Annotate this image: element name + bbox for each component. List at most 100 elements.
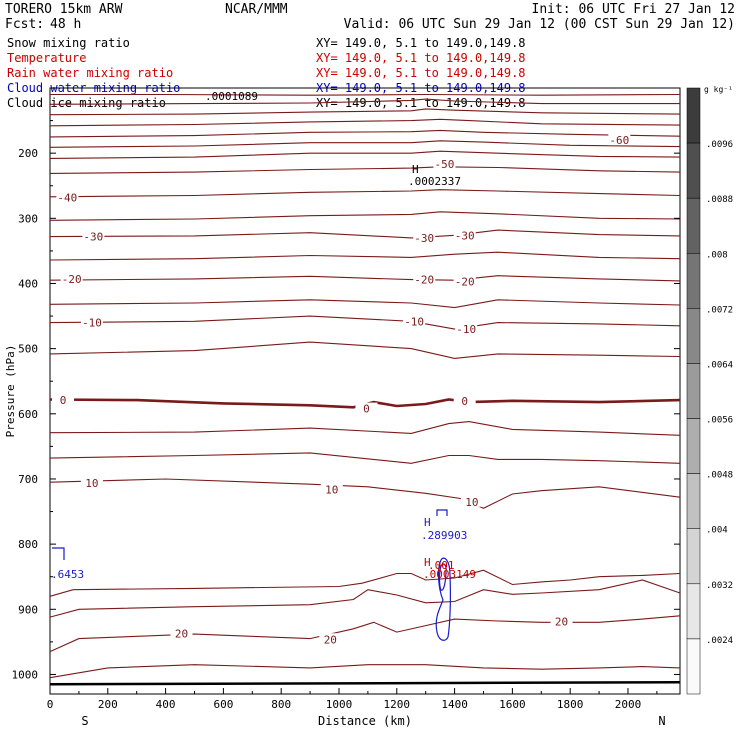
field-xy-rain: XY= 149.0, 5.1 to 149.0,149.8: [316, 66, 526, 80]
isotherm-line: [49, 341, 681, 359]
colorbar-swatch: [686, 418, 701, 474]
isotherm-line: [49, 299, 681, 309]
contour-label: 20: [175, 627, 188, 640]
x-tick-label: 800: [271, 698, 291, 711]
colorbar-label: .0072: [706, 305, 733, 315]
rain-max-value: .0003149: [423, 568, 476, 581]
contour-label-bg: [403, 315, 426, 327]
isotherm-line: [49, 229, 681, 239]
y-tick-label: 1000: [12, 668, 39, 681]
cloud-max-h: H: [424, 516, 431, 529]
y-tick-label: 300: [18, 212, 38, 225]
contour-label: 0: [60, 394, 67, 407]
field-name-temperature: Temperature: [7, 51, 86, 65]
rain-max-h: H: [424, 556, 431, 569]
colorbar-label: .008: [706, 250, 728, 260]
x-tick-label: 200: [98, 698, 118, 711]
contour-label: 20: [324, 633, 337, 646]
colorbar-label: .0096: [706, 140, 733, 150]
colorbar-swatch: [686, 638, 701, 695]
colorbar-swatch: [686, 473, 701, 529]
y-tick-label: 700: [18, 473, 38, 486]
contour-label: 10: [465, 496, 478, 509]
colorbar-unit: g kg⁻¹: [704, 85, 733, 94]
contour-label-bg: [460, 495, 483, 507]
colorbar-swatch: [686, 363, 701, 419]
x-axis-south-label: S: [81, 714, 88, 728]
contour-label: -10: [404, 315, 424, 328]
isotherm-zero: [49, 398, 681, 409]
isotherm-line: [49, 98, 680, 105]
isotherm-line: [49, 478, 681, 509]
isotherm-line: [49, 166, 681, 174]
left-cloud-value: .6453: [51, 568, 84, 581]
isotherm-line: [49, 129, 681, 138]
x-tick-label: 600: [213, 698, 233, 711]
contour-label-bg: [319, 633, 342, 645]
cloud-water-inner-cell: [438, 563, 447, 591]
x-tick-label: 0: [47, 698, 54, 711]
colorbar-label: .0032: [706, 581, 733, 591]
cloud-water-left-bracket: [52, 547, 65, 560]
ground-surface: [49, 681, 681, 686]
contour-label-bg: [608, 134, 631, 146]
field-name-cloud-ice: Cloud ice mixing ratio: [7, 96, 166, 110]
isotherm-line: [49, 118, 681, 127]
isotherm-line: [49, 569, 681, 597]
isotherm-line: [49, 211, 681, 221]
colorbar-swatch: [686, 197, 701, 254]
contour-label-bg: [455, 323, 478, 335]
colorbar: g kg⁻¹ .0096 .0088 .008 .0072 .0064 .0056 .004…: [686, 85, 733, 695]
rain-001-value: .001: [428, 559, 455, 572]
contour-label-bg: [433, 158, 456, 170]
isotherm-line: [50, 93, 681, 96]
colorbar-label: .0056: [706, 416, 733, 426]
field-xy-temperature: XY= 149.0, 5.1 to 149.0,149.8: [316, 51, 526, 65]
field-xy-snow: XY= 149.0, 5.1 to 149.0,149.8: [316, 36, 526, 50]
x-axis-north-label: N: [658, 714, 665, 728]
contour-label: 20: [555, 616, 568, 629]
x-tick-label: 400: [156, 698, 176, 711]
x-tick-label: 2000: [615, 698, 642, 711]
contour-label: -20: [414, 274, 434, 287]
contour-label: -20: [62, 273, 82, 286]
contour-label-bg: [550, 615, 573, 627]
contour-label: -60: [609, 134, 629, 147]
isotherm-line: [49, 421, 681, 436]
y-tick-label: 200: [18, 147, 38, 160]
contour-label: 10: [85, 477, 98, 490]
ice-max-h: H: [412, 163, 419, 176]
temperature-contours: [49, 93, 681, 679]
contour-label-bg: [453, 229, 476, 241]
isotherm-line: [49, 452, 681, 464]
y-axis-title: Pressure (hPa): [4, 345, 17, 438]
contour-label-bg: [60, 272, 83, 284]
contour-label-bg: [355, 402, 378, 414]
colorbar-label: .0088: [706, 195, 733, 205]
contour-labels: -60 -50 -40 -30 -30 -30 -20 -20 -20 -10 -10 -10 0 0 0 1…: [52, 134, 631, 646]
contour-label-bg: [80, 476, 103, 488]
plot-frame: [49, 87, 681, 695]
y-tick-label: 400: [18, 277, 38, 290]
isotherm-line: [49, 189, 681, 198]
isotherm-line: [49, 664, 681, 679]
cloud-water-top-bracket: [436, 509, 448, 516]
isotherm-line: [49, 579, 681, 618]
colorbar-swatch: [686, 528, 701, 585]
ice-top-value: .0001089: [205, 90, 258, 103]
contour-label-bg: [413, 231, 436, 243]
fcst-label: Fcst:: [5, 17, 44, 32]
header: TORERO 15km ARW NCAR/MMM Init: 06 UTC Fr…: [5, 2, 735, 32]
field-name-snow: Snow mixing ratio: [7, 36, 130, 50]
contour-label: -30: [414, 232, 434, 245]
contour-label-bg: [82, 230, 105, 242]
field-xy-cloud-ice: XY= 149.0, 5.1 to 149.0,149.8: [316, 96, 526, 110]
field-legend: Snow mixing ratio XY= 149.0, 5.1 to 149.…: [7, 36, 526, 110]
cloud-max-value: .289903: [421, 529, 467, 542]
colorbar-label: .0064: [706, 360, 733, 370]
contour-label: -10: [82, 317, 102, 330]
org-label: NCAR/MMM: [225, 2, 288, 17]
contour-label-bg: [56, 191, 79, 203]
annotations: .0001089 H .0002337 H .289903 H .001 .00…: [51, 90, 476, 581]
